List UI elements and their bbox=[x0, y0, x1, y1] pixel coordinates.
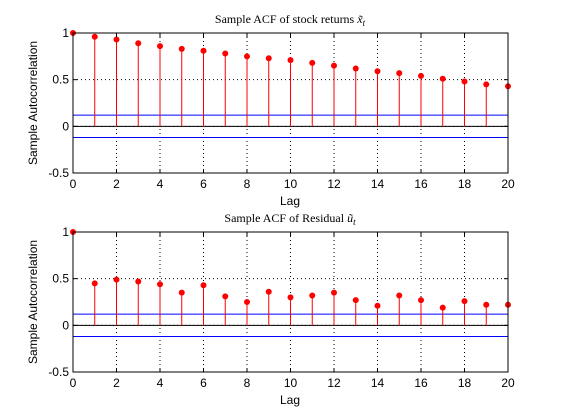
x-axis-label: Lag bbox=[280, 393, 300, 407]
x-tick-label: 14 bbox=[371, 177, 385, 191]
stem-marker bbox=[418, 72, 424, 79]
y-tick-label: 0 bbox=[62, 318, 69, 332]
stem-marker bbox=[439, 304, 446, 311]
chart-title: Sample ACF of stock returns x̃t bbox=[215, 12, 366, 28]
stem-marker bbox=[244, 53, 250, 60]
acf-panel-residual: Sample ACF of Residual ũt 0 2 4 6 8 10 12 14 16 1… bbox=[26, 211, 515, 407]
stem-marker bbox=[157, 43, 163, 50]
x-tick-label: 8 bbox=[244, 376, 251, 390]
x-tick-label: 16 bbox=[414, 376, 428, 390]
stem-marker bbox=[287, 57, 294, 64]
stem-marker bbox=[222, 50, 229, 57]
x-tick-label: 8 bbox=[244, 177, 251, 191]
x-tick-label: 0 bbox=[70, 177, 77, 191]
x-tick-label: 12 bbox=[327, 177, 341, 191]
stem-markers bbox=[70, 30, 511, 90]
x-tick-label: 18 bbox=[458, 177, 472, 191]
stem-marker bbox=[309, 59, 316, 66]
y-tick-label: 1 bbox=[62, 225, 69, 239]
stem-marker bbox=[374, 68, 381, 75]
stem-marker bbox=[135, 278, 142, 285]
stem-marker bbox=[265, 288, 272, 295]
stem-marker bbox=[439, 75, 446, 82]
x-tick-label: 18 bbox=[458, 376, 472, 390]
x-tick-label: 12 bbox=[327, 376, 341, 390]
x-tick-label: 6 bbox=[200, 376, 207, 390]
stem-marker bbox=[352, 297, 359, 304]
x-tick-label: 10 bbox=[284, 376, 298, 390]
title-subscript: t bbox=[363, 18, 366, 28]
stem-marker bbox=[157, 281, 163, 288]
y-tick-label: 0.5 bbox=[52, 272, 69, 286]
stem-marker bbox=[374, 302, 381, 309]
stem-marker bbox=[178, 45, 185, 52]
x-tick-label: 20 bbox=[501, 177, 515, 191]
stem-marker bbox=[461, 298, 468, 305]
acf-panel-stock-returns: Sample ACF of stock returns x̃t 0 2 4 6 8 10 1… bbox=[26, 12, 515, 208]
title-symbol: x̃ bbox=[356, 12, 363, 26]
y-tick-label: -0.5 bbox=[48, 365, 69, 379]
stem-marker bbox=[483, 301, 490, 308]
stem-marker bbox=[309, 292, 316, 299]
x-tick-label: 0 bbox=[70, 376, 77, 390]
stem-marker bbox=[200, 47, 207, 54]
stem-marker bbox=[135, 40, 142, 47]
x-tick-label: 20 bbox=[501, 376, 515, 390]
ticks: 0 2 4 6 8 10 12 14 16 18 20-0.500.51 bbox=[48, 225, 515, 390]
ticks: 0 2 4 6 8 10 12 14 16 18 20-0.500.51 bbox=[48, 26, 515, 191]
stem-marker bbox=[287, 294, 294, 301]
stem-marker bbox=[396, 70, 403, 77]
y-tick-label: -0.5 bbox=[48, 166, 69, 180]
stem-marker bbox=[396, 292, 403, 299]
stem-marker bbox=[91, 280, 98, 287]
x-tick-label: 16 bbox=[414, 177, 428, 191]
x-tick-label: 2 bbox=[113, 376, 120, 390]
x-tick-label: 6 bbox=[200, 177, 207, 191]
x-tick-label: 14 bbox=[371, 376, 385, 390]
stem-marker bbox=[418, 297, 424, 304]
x-tick-label: 4 bbox=[157, 177, 164, 191]
x-tick-label: 10 bbox=[284, 177, 298, 191]
stem-marker bbox=[91, 33, 98, 40]
x-tick-label: 4 bbox=[157, 376, 164, 390]
stem-marker bbox=[222, 293, 229, 300]
x-axis-label: Lag bbox=[280, 194, 300, 208]
y-axis-label: Sample Autocorrelation bbox=[26, 41, 40, 165]
title-symbol: ũ bbox=[347, 211, 353, 225]
stem-marker bbox=[113, 276, 120, 283]
y-axis-label: Sample Autocorrelation bbox=[26, 240, 40, 364]
stem-marker bbox=[461, 78, 468, 85]
stem-marker bbox=[200, 282, 207, 289]
stem-marker bbox=[352, 65, 359, 72]
title-subscript: t bbox=[353, 217, 356, 227]
stems bbox=[72, 33, 509, 127]
stem-marker bbox=[265, 55, 272, 62]
y-tick-label: 0.5 bbox=[52, 73, 69, 87]
stem-marker bbox=[244, 299, 250, 305]
chart-title: Sample ACF of Residual ũt bbox=[224, 211, 356, 227]
y-tick-label: 1 bbox=[62, 26, 69, 40]
stem-marker bbox=[331, 62, 337, 69]
stem-marker bbox=[483, 81, 490, 88]
stem-markers bbox=[70, 229, 511, 311]
stem-marker bbox=[331, 289, 337, 296]
y-tick-label: 0 bbox=[62, 119, 69, 133]
x-tick-label: 2 bbox=[113, 177, 120, 191]
stem-marker bbox=[113, 36, 120, 43]
stem-marker bbox=[178, 289, 185, 296]
